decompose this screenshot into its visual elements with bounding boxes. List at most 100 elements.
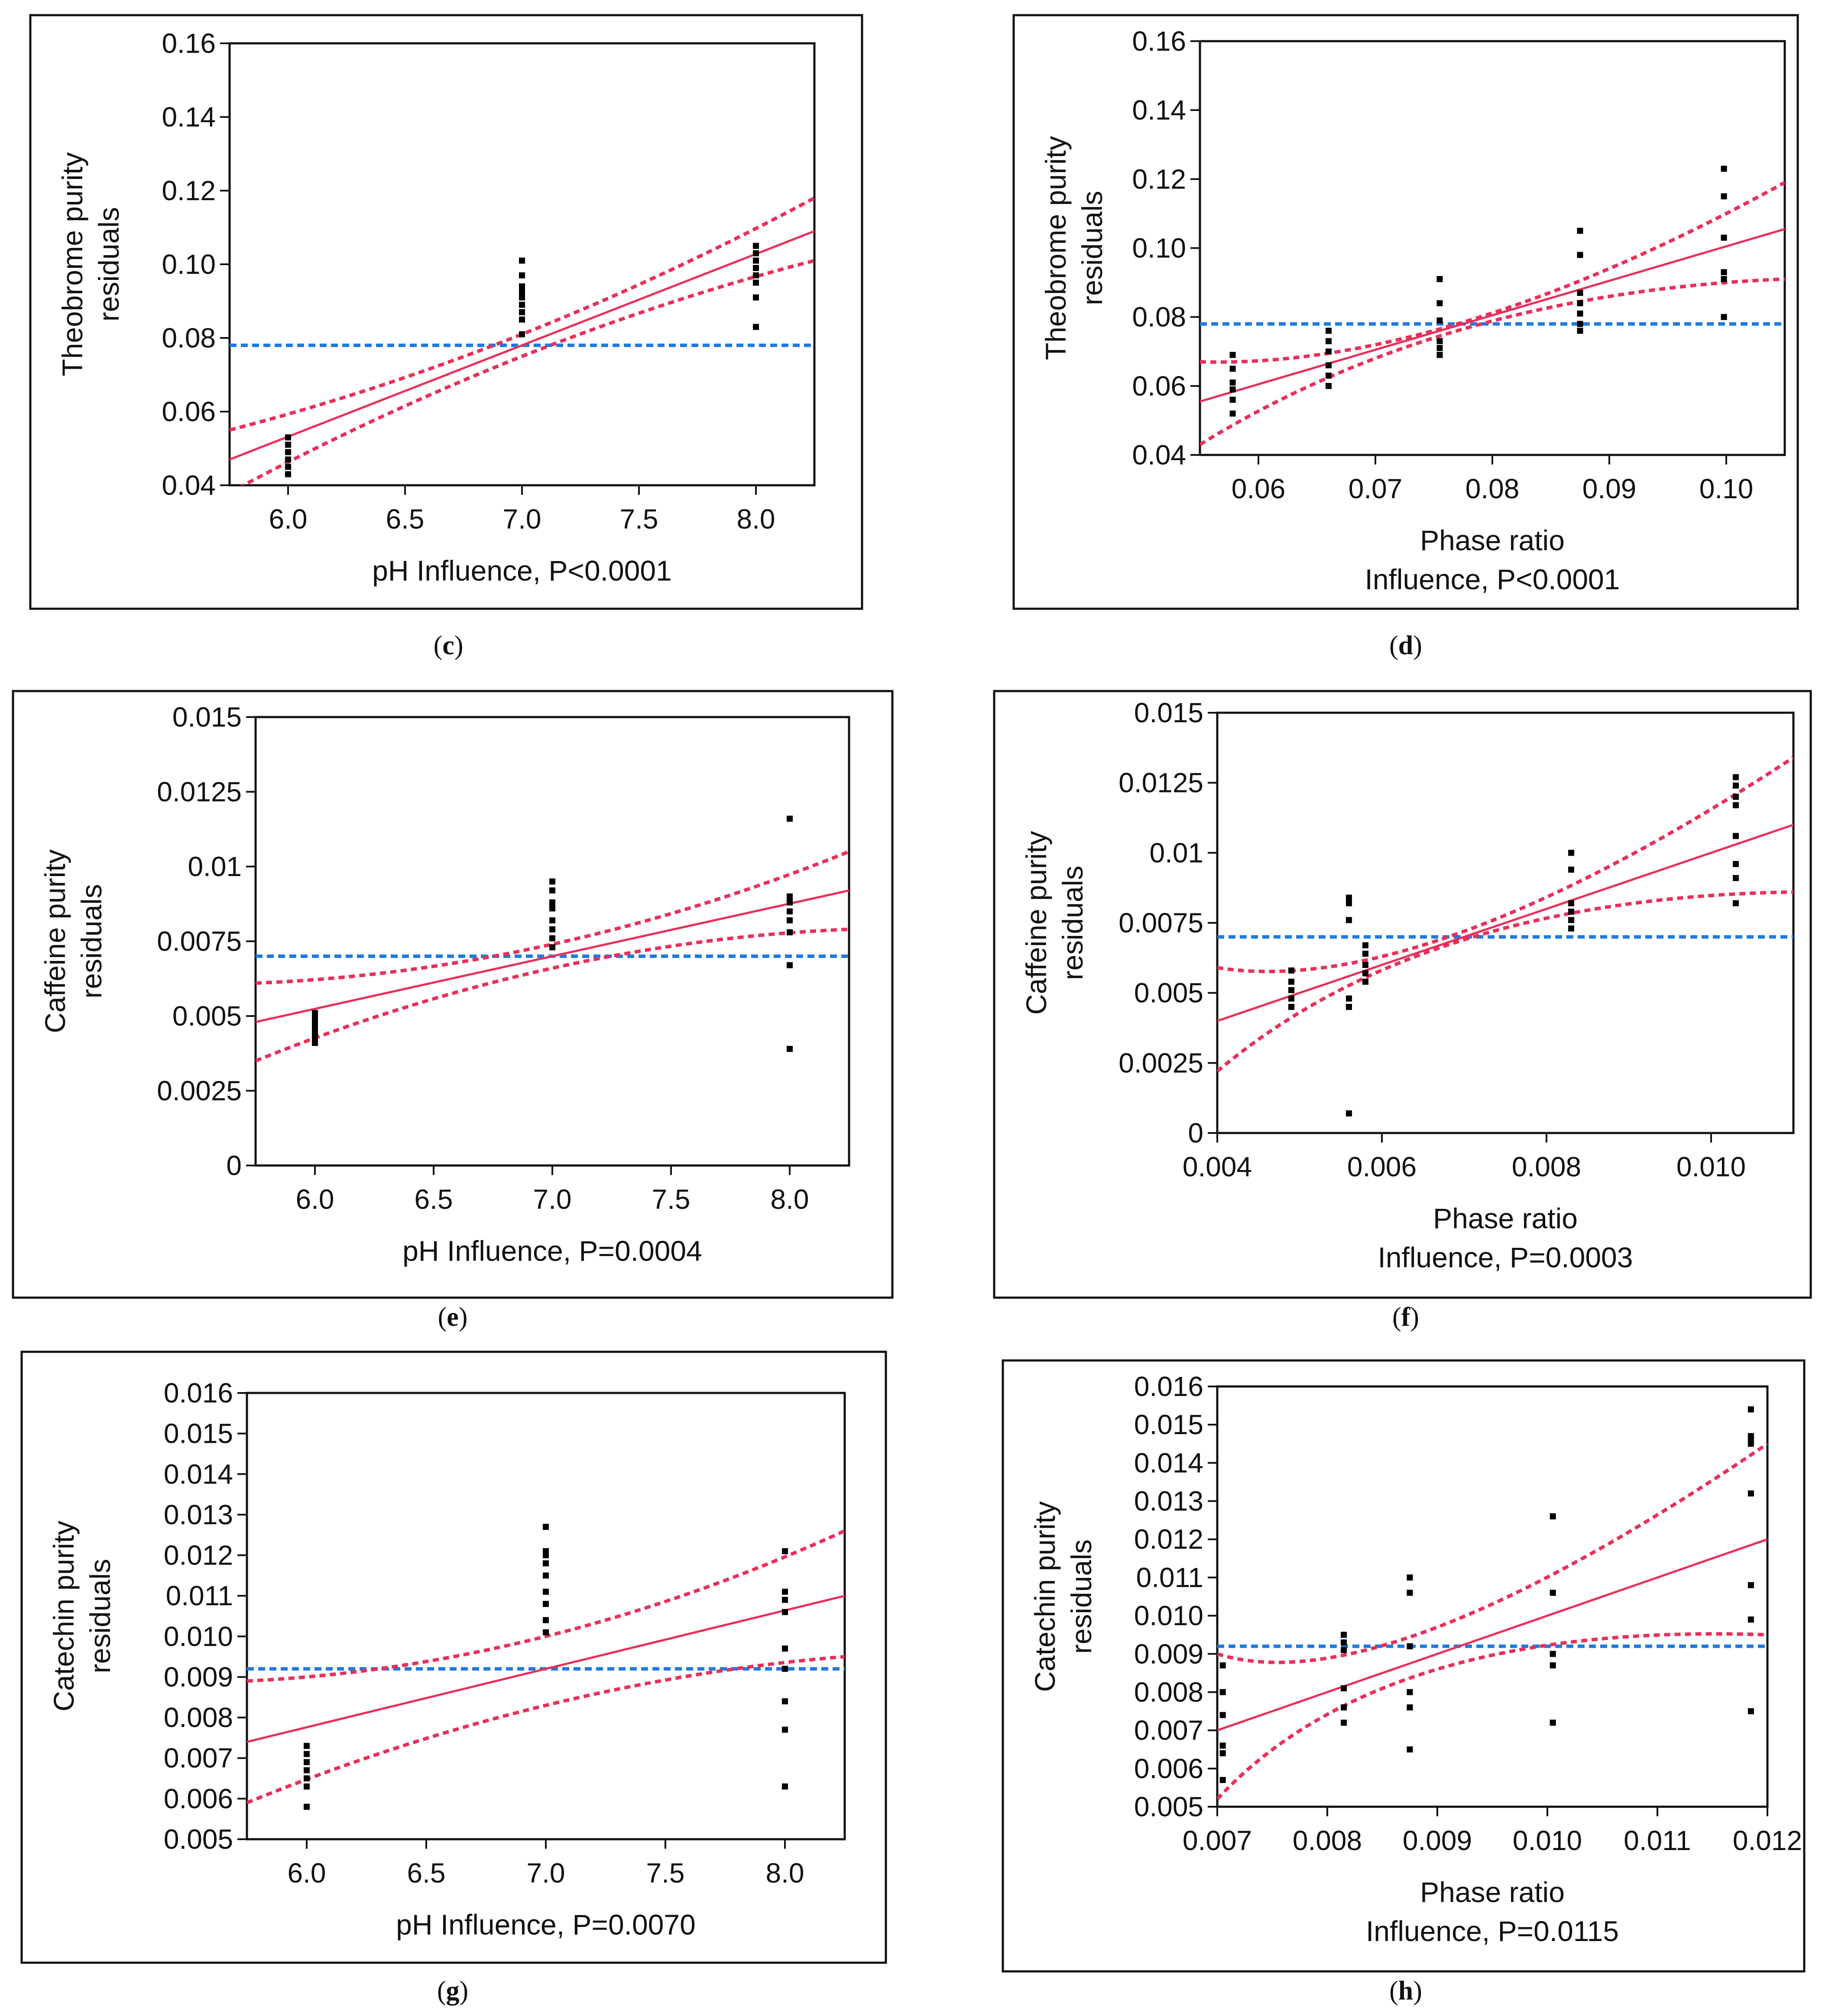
data-point <box>1219 1750 1226 1756</box>
lower-confidence-curve <box>256 927 849 1063</box>
data-point <box>1362 970 1368 977</box>
data-point <box>549 899 555 906</box>
caption-letter: d <box>1398 631 1413 660</box>
y-tick-label: 0.0025 <box>157 1075 242 1107</box>
plot-area <box>246 1392 846 1841</box>
data-point <box>519 272 525 279</box>
y-tick-label: 0.14 <box>1132 94 1186 126</box>
data-point <box>1550 1590 1556 1596</box>
data-point <box>1436 317 1443 324</box>
y-tick-label: 0.01 <box>1149 837 1203 868</box>
x-tick-label: 0.012 <box>1733 1825 1802 1856</box>
data-point <box>1577 321 1583 327</box>
data-point <box>787 929 793 935</box>
x-tick-label: 0.007 <box>1183 1825 1252 1856</box>
data-point <box>285 456 291 463</box>
data-point <box>1288 987 1294 993</box>
y-axis-label-line: Catechin purity <box>1029 1501 1061 1692</box>
caption-paren: ) <box>454 631 464 660</box>
data-point <box>1577 289 1583 296</box>
data-point <box>1229 379 1236 386</box>
panel-frame <box>1012 14 1799 610</box>
data-point <box>1288 1004 1294 1010</box>
x-tick-label: 0.08 <box>1465 473 1520 504</box>
data-point <box>1219 1712 1226 1718</box>
x-axis-label: pH Influence, P=0.0070 <box>396 1909 696 1941</box>
caption-paren: ) <box>1413 631 1422 660</box>
y-tick-label: 0.013 <box>1134 1486 1203 1517</box>
data-point <box>519 302 525 308</box>
data-point <box>753 243 759 249</box>
data-point <box>312 1010 318 1016</box>
data-point <box>1229 396 1236 403</box>
caption-letter: h <box>1398 1976 1413 2006</box>
y-tick-label: 0.0075 <box>157 926 242 957</box>
data-point <box>753 324 759 330</box>
y-axis-label-line: residuals <box>75 884 107 998</box>
caption-paren: ) <box>1410 1302 1419 1332</box>
y-tick-label: 0.015 <box>172 701 242 733</box>
data-point <box>549 887 555 894</box>
y-tick-label: 0.12 <box>162 175 216 206</box>
data-point <box>782 1698 788 1704</box>
data-point <box>549 944 555 951</box>
upper-confidence-curve <box>256 850 849 985</box>
plot-marks <box>1217 756 1793 1073</box>
data-point <box>787 815 793 822</box>
data-point <box>1326 328 1332 334</box>
data-point <box>312 1022 318 1028</box>
data-point <box>519 309 525 315</box>
y-tick-label: 0.08 <box>1132 302 1186 333</box>
x-axis-label: pH Influence, P=0.0004 <box>402 1235 702 1267</box>
y-tick-label: 0.005 <box>1134 977 1203 1009</box>
x-tick-label: 0.004 <box>1183 1151 1252 1182</box>
y-tick-label: 0.06 <box>162 396 216 427</box>
plot-marks <box>230 196 814 485</box>
data-point <box>1341 1632 1347 1638</box>
caption-paren: ( <box>1392 1302 1401 1332</box>
data-point <box>782 1783 788 1790</box>
y-tick-label: 0.06 <box>1132 370 1186 402</box>
x-tick-label: 6.5 <box>415 1184 453 1215</box>
x-tick-label: 0.10 <box>1699 473 1754 504</box>
y-tick-label: 0.005 <box>164 1824 233 1855</box>
y-tick-label: 0.011 <box>1136 1562 1203 1593</box>
data-point <box>1747 1582 1754 1588</box>
data-point <box>543 1572 549 1579</box>
panel-frame <box>993 690 1812 1299</box>
data-point <box>1288 967 1294 974</box>
y-tick-label: 0.014 <box>164 1458 233 1490</box>
lower-confidence-curve <box>1217 890 1793 1073</box>
data-point <box>753 294 759 301</box>
y-tick-label: 0.10 <box>162 249 216 280</box>
data-point <box>312 1028 318 1034</box>
data-point <box>285 471 291 477</box>
y-tick-label: 0.04 <box>162 470 216 501</box>
y-tick-label: 0.0025 <box>1118 1047 1203 1078</box>
data-point <box>753 257 759 264</box>
upper-confidence-curve <box>1200 181 1785 364</box>
data-point <box>312 1040 318 1046</box>
plot-area <box>1216 1385 1769 1808</box>
fit-line <box>247 1594 845 1743</box>
plot-marks <box>247 1529 845 1805</box>
data-point <box>787 917 793 924</box>
x-tick-label: 7.5 <box>620 503 658 535</box>
data-point <box>1568 867 1574 873</box>
data-point <box>543 1600 549 1607</box>
data-point <box>1550 1651 1556 1657</box>
y-tick-label: 0.008 <box>164 1702 233 1733</box>
caption-letter: e <box>447 1302 459 1332</box>
data-point <box>1577 310 1583 317</box>
x-tick-label: 0.010 <box>1676 1151 1746 1182</box>
y-axis-label: Catechin purity residuals <box>1029 1501 1097 1692</box>
data-point <box>543 1524 549 1530</box>
data-point <box>1362 962 1368 968</box>
chart-f: 0 0.0025 0.005 0.0075 0.01 0.0125 0.015 0.004 0.… <box>993 690 1812 1332</box>
data-point <box>753 279 759 286</box>
x-tick-label: 0.07 <box>1349 473 1403 504</box>
panel-caption: (e) <box>438 1302 468 1332</box>
x-tick-label: 0.006 <box>1347 1151 1417 1182</box>
x-tick-label: 7.5 <box>652 1184 691 1215</box>
caption-paren: ( <box>1389 1976 1398 2006</box>
